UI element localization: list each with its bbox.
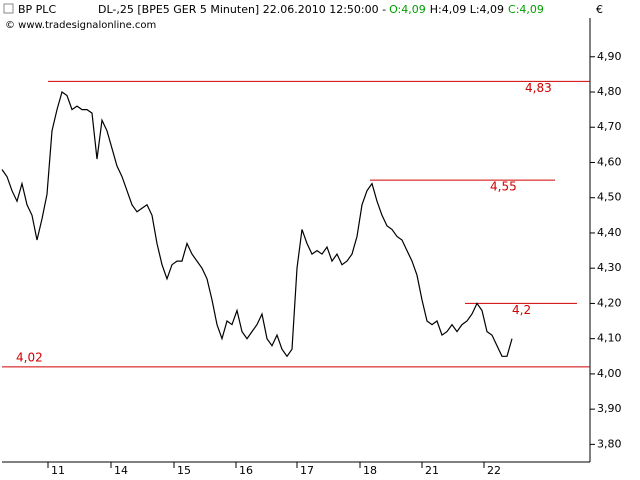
- currency: €: [596, 3, 603, 16]
- y-tick-label: 3,90: [597, 402, 622, 415]
- y-tick-label: 4,70: [597, 120, 622, 133]
- x-tick-label: 11: [51, 464, 65, 477]
- y-tick-label: 4,10: [597, 332, 622, 345]
- quote-value: O:4,09: [389, 3, 426, 16]
- level-label: 4,55: [490, 180, 517, 194]
- y-tick-label: 4,90: [597, 50, 622, 63]
- level-label: 4,02: [16, 350, 43, 364]
- level-label: 4,83: [525, 81, 552, 95]
- y-tick-label: 4,50: [597, 191, 622, 204]
- y-tick-label: 4,80: [597, 85, 622, 98]
- x-tick-label: 16: [239, 464, 253, 477]
- y-tick-label: 4,20: [597, 296, 622, 309]
- level-label: 4,2: [512, 303, 531, 317]
- x-tick-label: 14: [114, 464, 128, 477]
- quote-value: H:4,09 L:4,09: [430, 3, 504, 16]
- y-tick-label: 4,00: [597, 367, 622, 380]
- x-tick-label: 18: [363, 464, 377, 477]
- x-tick-label: 21: [425, 464, 439, 477]
- y-tick-label: 4,30: [597, 261, 622, 274]
- x-tick-label: 15: [177, 464, 191, 477]
- y-tick-label: 4,60: [597, 155, 622, 168]
- menu-icon[interactable]: [3, 3, 14, 14]
- chart-subtitle: DL-,25 [BPE5 GER 5 Minuten] 22.06.2010 1…: [98, 3, 386, 16]
- x-tick-label: 22: [487, 464, 501, 477]
- quote-value: C:4,09: [508, 3, 544, 16]
- x-tick-label: 17: [300, 464, 314, 477]
- copyright: © www.tradesignalonline.com: [5, 20, 156, 31]
- y-tick-label: 4,40: [597, 226, 622, 239]
- price-line: [1, 91, 513, 358]
- chart-title: BP PLC: [18, 3, 56, 16]
- y-tick-label: 3,80: [597, 437, 622, 450]
